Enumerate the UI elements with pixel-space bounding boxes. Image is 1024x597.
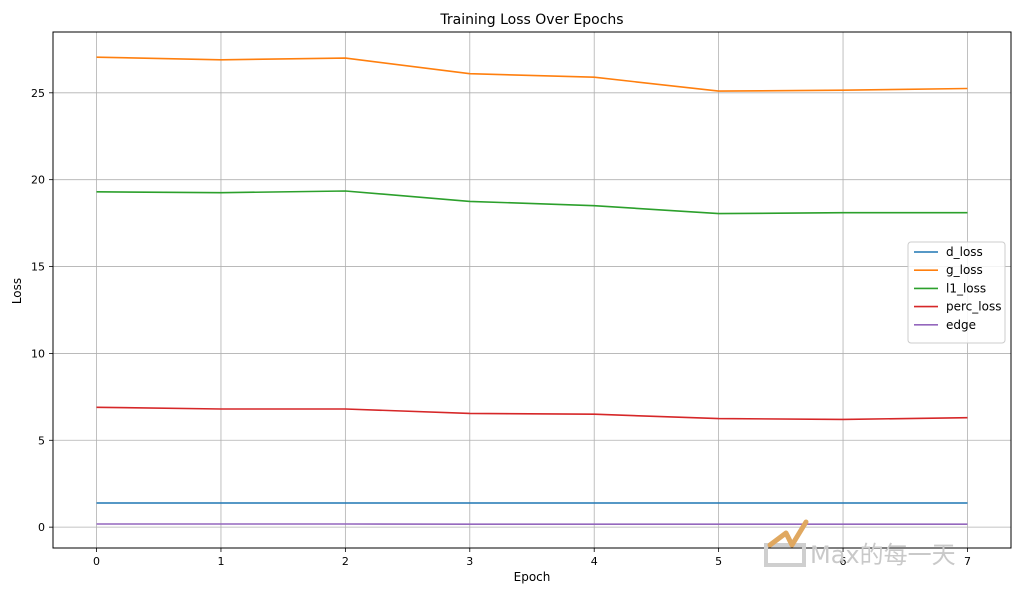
y-tick-label: 10 — [31, 347, 45, 360]
watermark-logo-icon — [764, 519, 809, 567]
y-tick-label: 0 — [38, 521, 45, 534]
legend-box — [907, 241, 1006, 344]
x-tick-label: 6 — [840, 555, 847, 568]
x-tick-label: 4 — [591, 555, 598, 568]
series-line-l1_loss — [96, 190, 968, 215]
plot-frame — [52, 31, 1012, 549]
x-tick-label: 5 — [715, 555, 722, 568]
x-tick-label: 7 — [964, 555, 971, 568]
legend-label-edge: edge — [946, 318, 976, 332]
y-tick-label: 20 — [31, 174, 45, 187]
series-line-perc_loss — [96, 406, 968, 421]
y-tick-label: 15 — [31, 261, 45, 274]
y-axis-label: Loss — [10, 278, 24, 304]
legend-label-d_loss: d_loss — [946, 245, 983, 259]
legend-label-perc_loss: perc_loss — [946, 300, 1001, 314]
y-tick-label: 5 — [38, 434, 45, 447]
watermark-text: Max的每一天 — [810, 541, 956, 569]
y-tick-label: 25 — [31, 87, 45, 100]
series-layer — [96, 56, 968, 526]
legend-label-g_loss: g_loss — [946, 263, 983, 277]
legend-label-l1_loss: l1_loss — [946, 281, 986, 295]
x-tick-label: 2 — [342, 555, 349, 568]
chart-title: Training Loss Over Epochs — [439, 12, 623, 28]
x-tick-label: 0 — [93, 555, 100, 568]
x-tick-label: 3 — [466, 555, 473, 568]
watermark: Max的每一天 — [764, 519, 956, 569]
x-tick-label: 1 — [217, 555, 224, 568]
x-axis-label: Epoch — [514, 570, 551, 584]
ticks-layer: 0 1 2 3 4 5 6 7 0 5 10 15 20 25 — [31, 87, 971, 568]
grid-layer — [53, 32, 1011, 548]
series-line-g_loss — [96, 56, 968, 92]
